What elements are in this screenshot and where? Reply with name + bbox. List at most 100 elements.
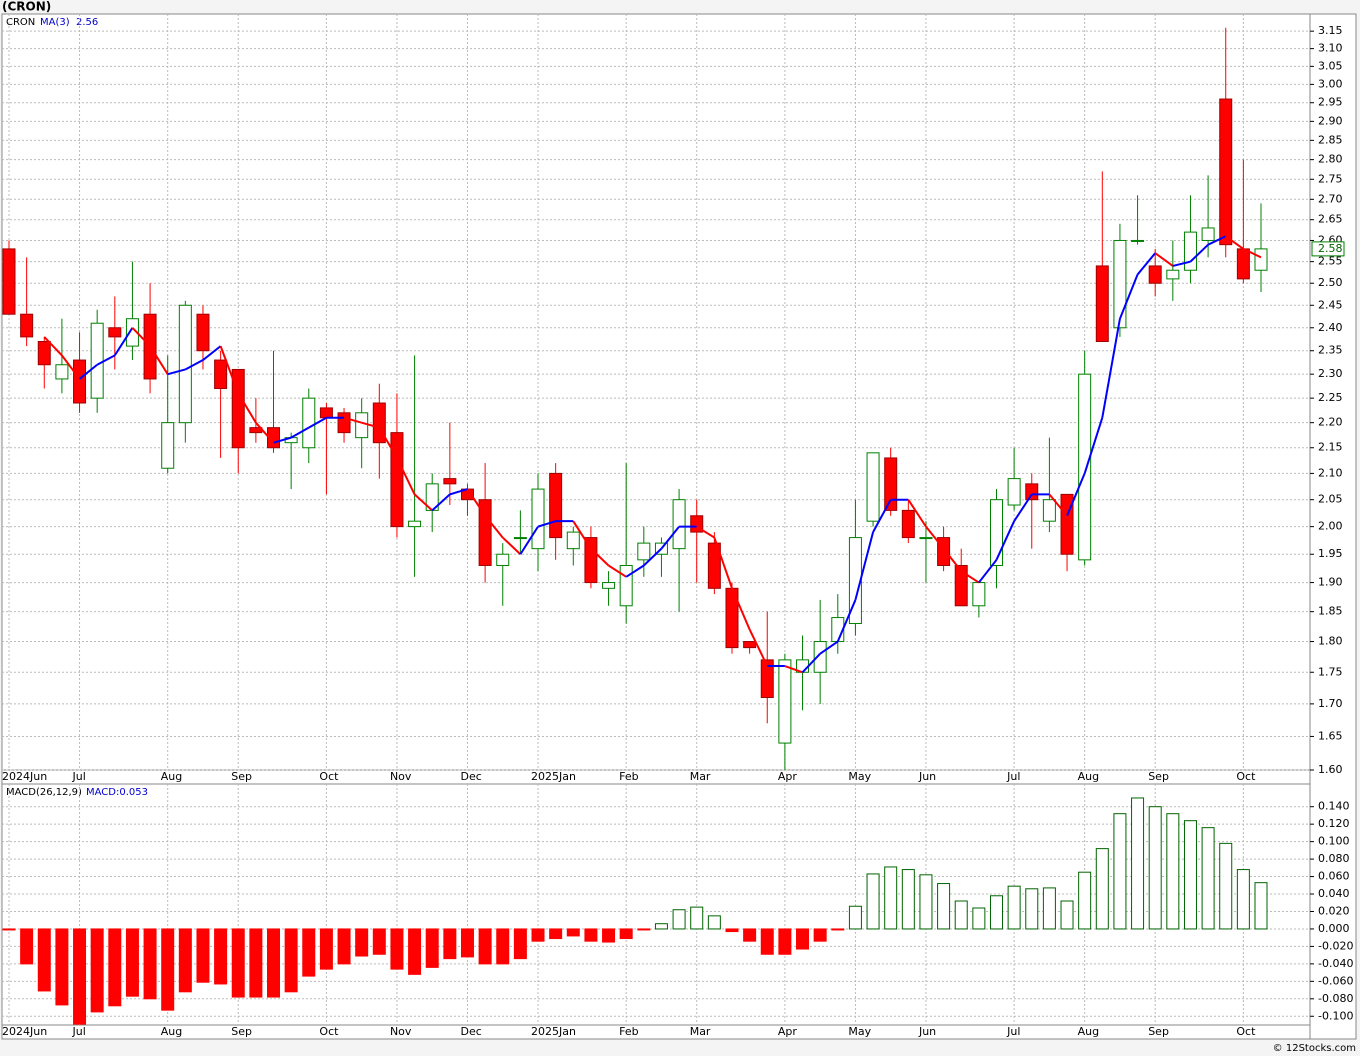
- candle-body: [1025, 483, 1039, 501]
- candle-body: [2, 248, 16, 315]
- ma-line: [1136, 252, 1156, 276]
- y-tick-label: 0.060: [1318, 870, 1350, 883]
- x-tick-label: Sep: [231, 770, 252, 783]
- macd-bar: [1254, 882, 1268, 930]
- x-tick-label: Jul: [72, 1025, 86, 1038]
- candle-body: [161, 422, 175, 469]
- macd-bar: [1113, 813, 1127, 930]
- y-tick-label: 2.35: [1318, 344, 1343, 357]
- candle-body: [496, 553, 510, 566]
- x-tick-label: Mar: [690, 770, 711, 783]
- x-tick-label: 2025Jan: [531, 770, 576, 783]
- x-tick-label: May: [848, 1025, 871, 1038]
- ma-line: [713, 537, 733, 589]
- ma-line: [1048, 493, 1068, 517]
- y-tick-label: -0.040: [1318, 957, 1353, 970]
- macd-bar: [55, 928, 69, 1006]
- candle-body: [1183, 231, 1197, 271]
- macd-bar: [1166, 813, 1180, 930]
- y-tick-label: 2.95: [1318, 96, 1343, 109]
- ma-line: [748, 629, 769, 667]
- macd-bar: [919, 874, 933, 930]
- candle-body: [20, 313, 34, 338]
- macd-bar: [249, 928, 263, 998]
- y-tick-label: 2.20: [1318, 416, 1343, 429]
- y-tick-label: 0.120: [1318, 817, 1350, 830]
- x-tick-label: Feb: [619, 770, 638, 783]
- macd-bar: [566, 928, 580, 937]
- candle-body: [1148, 265, 1162, 284]
- ma-line: [202, 345, 222, 361]
- candle-body: [108, 327, 122, 338]
- ma-line: [1083, 417, 1104, 474]
- ma-line: [1225, 235, 1244, 250]
- candle-body: [1078, 373, 1092, 561]
- y-tick-label: 0.100: [1318, 835, 1350, 848]
- macd-bar: [108, 928, 122, 1007]
- ma-line: [625, 564, 645, 578]
- macd-bar: [496, 928, 510, 965]
- macd-bar: [390, 928, 404, 970]
- y-tick-label: 2.55: [1318, 255, 1343, 268]
- y-tick-label: 2.50: [1318, 276, 1343, 289]
- macd-bar: [831, 928, 845, 931]
- ma-line: [396, 457, 416, 495]
- y-tick-label: 3.05: [1318, 59, 1343, 72]
- candle-body: [443, 478, 457, 485]
- candle-body: [178, 304, 192, 424]
- macd-bar: [813, 928, 827, 942]
- y-tick-label: 2.25: [1318, 391, 1343, 404]
- candle-body: [478, 499, 492, 566]
- macd-bar: [161, 928, 175, 1011]
- macd-bar: [937, 883, 951, 930]
- macd-bar: [1078, 871, 1092, 930]
- macd-bar: [1095, 848, 1109, 930]
- macd-bar: [672, 909, 686, 930]
- x-tick-label: Oct: [1236, 770, 1256, 783]
- candle-body: [707, 542, 721, 589]
- x-tick-label: Aug: [1078, 770, 1099, 783]
- ma-line: [836, 599, 857, 642]
- y-tick-label: 2.15: [1318, 441, 1343, 454]
- macd-bar: [319, 928, 333, 970]
- candle-body: [1113, 239, 1127, 329]
- macd-bar: [637, 928, 651, 931]
- y-tick-label: 2.40: [1318, 321, 1343, 334]
- x-tick-label: Dec: [460, 1025, 481, 1038]
- ma-line: [431, 493, 451, 512]
- y-tick-label: 2.70: [1318, 192, 1343, 205]
- y-tick-label: -0.080: [1318, 992, 1353, 1005]
- ma-line: [61, 354, 81, 380]
- ma-line: [237, 392, 257, 424]
- y-tick-label: 2.85: [1318, 133, 1343, 146]
- ma-line: [502, 536, 522, 555]
- candle-body: [584, 537, 598, 584]
- macd-bar: [1060, 900, 1074, 930]
- candle-body: [196, 313, 210, 352]
- ma-line: [78, 363, 98, 380]
- candle-body: [972, 582, 986, 607]
- ma-line: [696, 525, 715, 539]
- candle-body: [937, 537, 951, 566]
- x-tick-label: 2025Jan: [531, 1025, 576, 1038]
- candle-body: [337, 412, 351, 434]
- ma-line: [925, 525, 945, 550]
- ma-line: [590, 547, 610, 567]
- y-tick-label: 0.000: [1318, 922, 1350, 935]
- x-tick-label: Sep: [231, 1025, 252, 1038]
- date-strip: [1, 1024, 1311, 1040]
- x-tick-label: Nov: [390, 770, 412, 783]
- chart-title: (CRON): [2, 0, 51, 14]
- candle-body: [55, 364, 69, 380]
- ma-line: [1172, 260, 1191, 267]
- x-tick-label: Sep: [1148, 1025, 1169, 1038]
- macd-bar: [408, 928, 422, 975]
- candle-body: [566, 531, 580, 550]
- x-tick-label: Oct: [319, 770, 339, 783]
- x-tick-label: Mar: [690, 1025, 711, 1038]
- candle-body: [1166, 269, 1180, 280]
- macd-bar: [848, 905, 862, 930]
- ma-line: [167, 368, 186, 376]
- source: © 12Stocks.com: [1273, 1043, 1356, 1054]
- macd-bar: [443, 928, 457, 960]
